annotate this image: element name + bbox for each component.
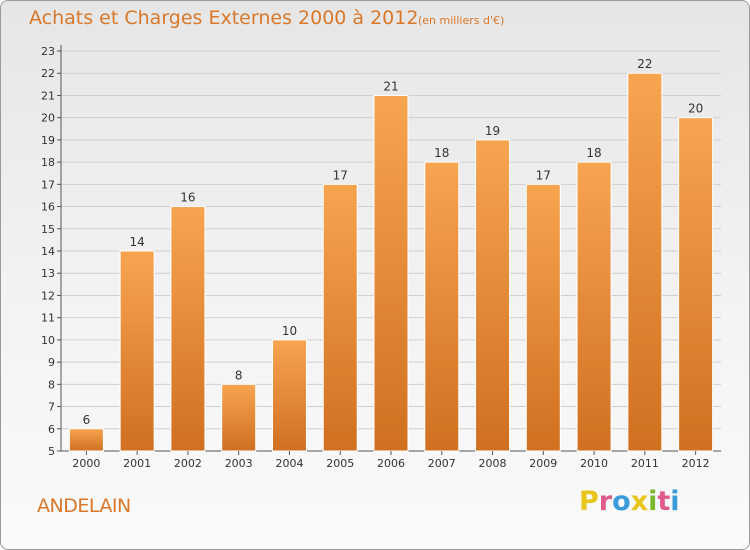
bar [373, 94, 409, 452]
logo-letter: x [630, 486, 649, 517]
value-label: 19 [485, 124, 500, 138]
value-label: 16 [180, 191, 195, 205]
logo-letter: t [657, 486, 671, 517]
x-tick-label: 2000 [72, 457, 100, 470]
x-tick-label: 2001 [123, 457, 151, 470]
logo-letter: r [598, 486, 613, 517]
bar [170, 206, 206, 452]
value-label: 17 [536, 168, 551, 182]
value-label: 20 [688, 102, 703, 116]
y-tick-label: 20 [41, 112, 55, 125]
bar [68, 428, 104, 452]
x-tick-label: 2003 [225, 457, 253, 470]
logo-letter: i [670, 486, 680, 517]
value-label: 21 [383, 79, 398, 93]
y-tick-label: 21 [41, 89, 55, 102]
proxiti-logo: Proxiti [579, 486, 680, 517]
bar [119, 250, 155, 452]
y-tick-label: 7 [48, 401, 55, 414]
y-tick-label: 23 [41, 45, 55, 58]
bar [475, 139, 511, 452]
y-tick-label: 10 [41, 334, 55, 347]
logo-letter: o [612, 486, 631, 517]
x-tick-label: 2006 [377, 457, 405, 470]
y-tick-label: 16 [41, 201, 55, 214]
bar [678, 117, 714, 452]
value-label: 10 [282, 324, 297, 338]
x-axis-ticks: 2000 2001 2002 2003 2004 2005 2006 2007 2008 2009… [72, 451, 710, 470]
value-label: 8 [235, 368, 243, 382]
value-labels: 6 14 16 8 10 17 21 18 19 17 18 22 20 [83, 57, 704, 427]
x-tick-label: 2007 [428, 457, 456, 470]
commune-name: ANDELAIN [37, 495, 131, 517]
y-tick-label: 8 [48, 378, 55, 391]
value-label: 22 [637, 57, 652, 71]
value-label: 6 [83, 413, 91, 427]
value-label: 18 [434, 146, 449, 160]
y-tick-label: 11 [41, 312, 55, 325]
y-tick-label: 17 [41, 178, 55, 191]
x-tick-label: 2005 [326, 457, 354, 470]
x-tick-label: 2002 [174, 457, 202, 470]
value-label: 14 [130, 235, 145, 249]
y-tick-label: 22 [41, 67, 55, 80]
bar [525, 183, 561, 452]
y-tick-label: 5 [48, 445, 55, 458]
y-tick-label: 14 [41, 245, 55, 258]
y-tick-label: 13 [41, 267, 55, 280]
bar [271, 339, 307, 452]
bar [576, 161, 612, 452]
y-axis-ticks: 5 6 7 8 9 10 11 12 13 14 15 16 17 18 19 20 21 22 23 [41, 45, 61, 458]
x-tick-label: 2004 [275, 457, 303, 470]
value-label: 18 [586, 146, 601, 160]
x-tick-label: 2009 [529, 457, 557, 470]
bars [68, 72, 714, 452]
chart-unit: (en milliers d'€) [418, 14, 505, 27]
logo-letter: i [648, 486, 658, 517]
logo-letter: P [579, 486, 599, 517]
x-tick-label: 2008 [479, 457, 507, 470]
x-tick-label: 2011 [631, 457, 659, 470]
bar [221, 383, 257, 452]
x-tick-label: 2012 [682, 457, 710, 470]
chart-title: Achats et Charges Externes 2000 à 2012 [29, 7, 419, 29]
y-tick-label: 12 [41, 289, 55, 302]
x-tick-label: 2010 [580, 457, 608, 470]
y-tick-label: 19 [41, 134, 55, 147]
bar [322, 183, 358, 452]
value-label: 17 [333, 168, 348, 182]
y-tick-label: 15 [41, 223, 55, 236]
y-tick-label: 18 [41, 156, 55, 169]
bar [424, 161, 460, 452]
y-tick-label: 6 [48, 423, 55, 436]
y-tick-label: 9 [48, 356, 55, 369]
bar [627, 72, 663, 452]
